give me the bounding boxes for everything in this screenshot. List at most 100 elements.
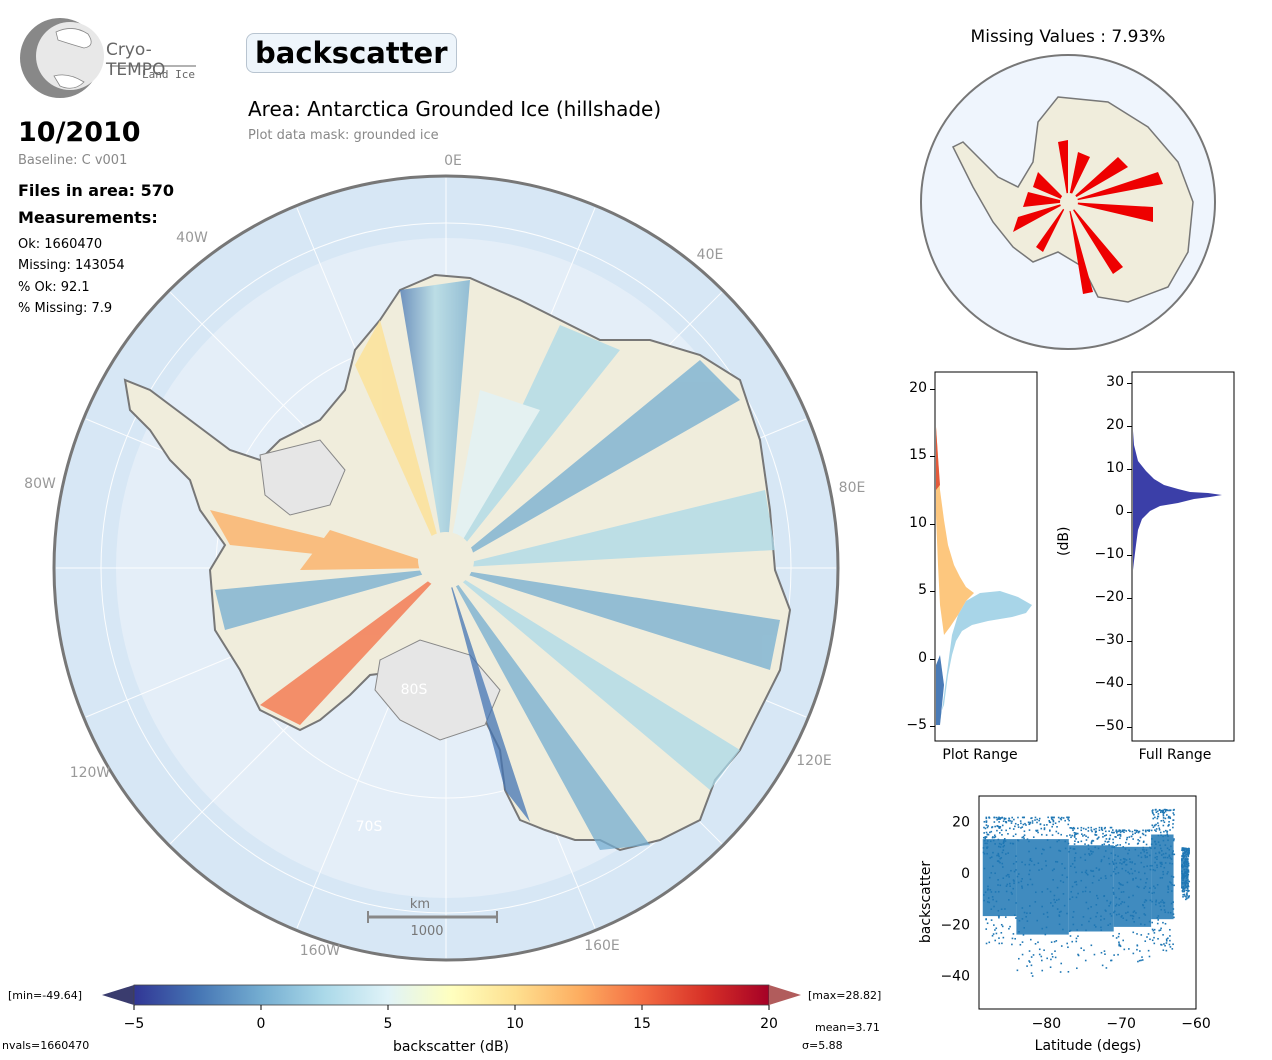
colorbar-max-label: [max=28.82]	[808, 989, 881, 1002]
scatter-point	[1159, 929, 1162, 931]
scatter-point	[1157, 813, 1160, 815]
scatter-point	[1187, 855, 1190, 858]
scatter-point	[1037, 941, 1039, 944]
scatter-point	[1186, 894, 1188, 897]
scatter-point	[1162, 817, 1165, 819]
scatter-point	[1173, 813, 1175, 816]
scatter-point	[1108, 844, 1110, 846]
missing-map	[920, 54, 1216, 350]
scatter-point	[1054, 956, 1057, 959]
scatter-point	[1187, 871, 1190, 873]
ronne-ice-shelf	[259, 439, 346, 516]
scatter-point	[1168, 816, 1171, 819]
scatter-point	[1171, 948, 1174, 950]
scatter-point	[1163, 943, 1165, 945]
scatter-point	[1051, 953, 1053, 955]
scatter-point	[1007, 819, 1010, 822]
scatter-point	[988, 941, 991, 944]
scatter-point	[1052, 820, 1055, 823]
scatter-point	[1003, 838, 1006, 840]
colorbar: −5 0 5 10 15 20 [min=-49.64] [max=28.82] back…	[2, 984, 881, 1055]
files-count: Files in area: 570	[18, 181, 174, 200]
scatter-point	[1098, 826, 1101, 829]
hist-full-ylabel: (dB)	[1056, 526, 1072, 556]
scatter-point	[1106, 841, 1109, 843]
scatter-point	[1125, 841, 1127, 844]
scatter-point	[990, 919, 993, 921]
scatter-point	[1100, 828, 1103, 831]
measurements-title: Measurements:	[18, 208, 158, 227]
scatter-dense-band	[1068, 845, 1114, 932]
scatter-point	[1015, 917, 1017, 919]
scatter-point	[1137, 839, 1139, 841]
scatter-point	[999, 826, 1002, 828]
hist-full-ytick-mark	[1127, 383, 1132, 384]
scatter-point	[1187, 853, 1190, 856]
scatter-point	[1185, 853, 1188, 856]
scatter-point	[1187, 853, 1189, 855]
scatter-point	[1169, 817, 1172, 820]
hist-plot-ytick: 10	[909, 514, 927, 531]
scatter-point	[1103, 834, 1106, 837]
scatter-point	[1153, 942, 1156, 945]
scatter-point	[1090, 826, 1093, 829]
scatter-point	[1067, 946, 1069, 949]
scatter-point	[986, 826, 989, 829]
hist-full-bars	[1133, 431, 1222, 570]
scatter-point	[1002, 820, 1005, 823]
scatter-point	[1080, 826, 1083, 829]
scatter-point	[985, 817, 988, 820]
scatter-point	[1011, 943, 1013, 946]
scatter-point	[1154, 816, 1156, 819]
scatter-point	[1007, 833, 1009, 835]
scatter-point	[1066, 942, 1068, 945]
scatter-point	[1032, 954, 1035, 956]
scatter-point	[1155, 811, 1158, 813]
scatter-dense-band	[982, 839, 1017, 917]
scatter-ytick-label: 20	[952, 815, 970, 831]
scatter-point	[990, 830, 993, 833]
scatter-point	[1034, 943, 1037, 945]
scatter-point	[1105, 967, 1108, 969]
scatter-point	[1138, 830, 1141, 833]
scatter-point	[1050, 818, 1053, 820]
scatter-point	[985, 918, 987, 921]
scatter-point	[1109, 834, 1112, 837]
scatter-dense-band	[1151, 834, 1174, 920]
scatter-point	[1057, 832, 1060, 835]
scatter-point	[1066, 816, 1069, 819]
scatter-point	[1153, 824, 1156, 827]
scatter-point	[1082, 827, 1085, 830]
hist-full-ytick-mark	[1127, 469, 1132, 470]
scatter-point	[1132, 833, 1134, 836]
scatter-point	[993, 816, 996, 819]
scatter-point	[1187, 890, 1189, 893]
scatter-point	[993, 836, 996, 839]
scatter-point	[1049, 966, 1052, 969]
scatter-point	[1009, 820, 1011, 822]
scatter-point	[1144, 829, 1147, 832]
scatter-point	[1051, 825, 1053, 828]
scatter-point	[1019, 820, 1022, 822]
scatter-points	[982, 808, 1191, 977]
scatter-point	[1142, 829, 1144, 832]
hist-full-ytick-mark	[1127, 555, 1132, 556]
scatter-point	[1123, 831, 1125, 834]
scatter-point	[1184, 895, 1186, 897]
scatter-point	[1049, 830, 1051, 832]
scatter-point	[1138, 840, 1141, 842]
scatter-point	[1068, 816, 1070, 819]
scatter-point	[1152, 826, 1155, 829]
scatter-point	[1101, 964, 1104, 967]
scatter-point	[1159, 831, 1162, 834]
scatter-point	[1102, 836, 1104, 838]
scatter-point	[1169, 928, 1171, 931]
scatter-point	[1051, 834, 1054, 836]
main-map: 0E 40E 80E 120E 160E 160W 120W 80W 40W 8…	[24, 153, 865, 962]
scatter-point	[1187, 847, 1190, 850]
scatter-point	[1140, 959, 1142, 962]
scatter-point	[1132, 838, 1134, 840]
scatter-point	[991, 934, 994, 937]
scatter-point	[1153, 813, 1155, 816]
scatter-point	[1158, 929, 1161, 932]
